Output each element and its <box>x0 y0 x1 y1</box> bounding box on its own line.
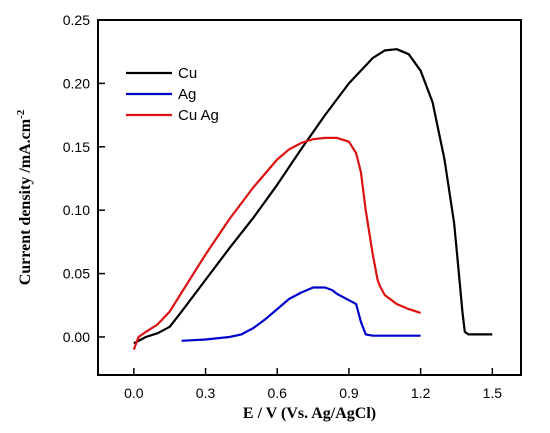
x-tick-label: 0.3 <box>196 385 216 401</box>
plot-area <box>97 19 522 376</box>
x-tick-label: 0.6 <box>268 385 288 401</box>
x-tick-label: 0.9 <box>339 385 359 401</box>
y-tick-label: 0.10 <box>63 202 90 218</box>
series-line-ag <box>181 286 421 342</box>
y-tick-label: 0.15 <box>63 139 90 155</box>
y-tick-label: 0.25 <box>63 12 90 28</box>
y-axis-title-superscript: -2 <box>15 109 27 119</box>
y-axis-title: Current density /mA.cm-2 <box>15 109 34 285</box>
y-tick-label: 0.00 <box>63 329 90 345</box>
plot-frame <box>97 19 522 376</box>
series-layer <box>132 48 493 350</box>
x-axis-title: E / V (Vs. Ag/AgCl) <box>243 405 376 422</box>
y-axis-title-main: Current density /mA.cm <box>17 118 34 285</box>
y-tick-label: 0.05 <box>63 266 90 282</box>
legend-label: Ag <box>178 86 196 103</box>
x-tick-label: 1.2 <box>411 385 431 401</box>
legend-label: Cu <box>178 65 197 82</box>
x-axis: 0.0 0.3 0.6 0.9 1.2 1.5 <box>124 368 502 401</box>
legend: Cu Ag Cu Ag <box>126 65 219 124</box>
series-line-cu-ag <box>132 136 421 350</box>
y-tick-label: 0.20 <box>63 75 90 91</box>
x-tick-label: 1.5 <box>483 385 503 401</box>
series-line-cu <box>133 48 493 345</box>
legend-label: Cu Ag <box>178 107 219 124</box>
y-axis: 0.00 0.05 0.10 0.15 0.20 0.25 <box>63 12 105 345</box>
x-tick-label: 0.0 <box>124 385 144 401</box>
